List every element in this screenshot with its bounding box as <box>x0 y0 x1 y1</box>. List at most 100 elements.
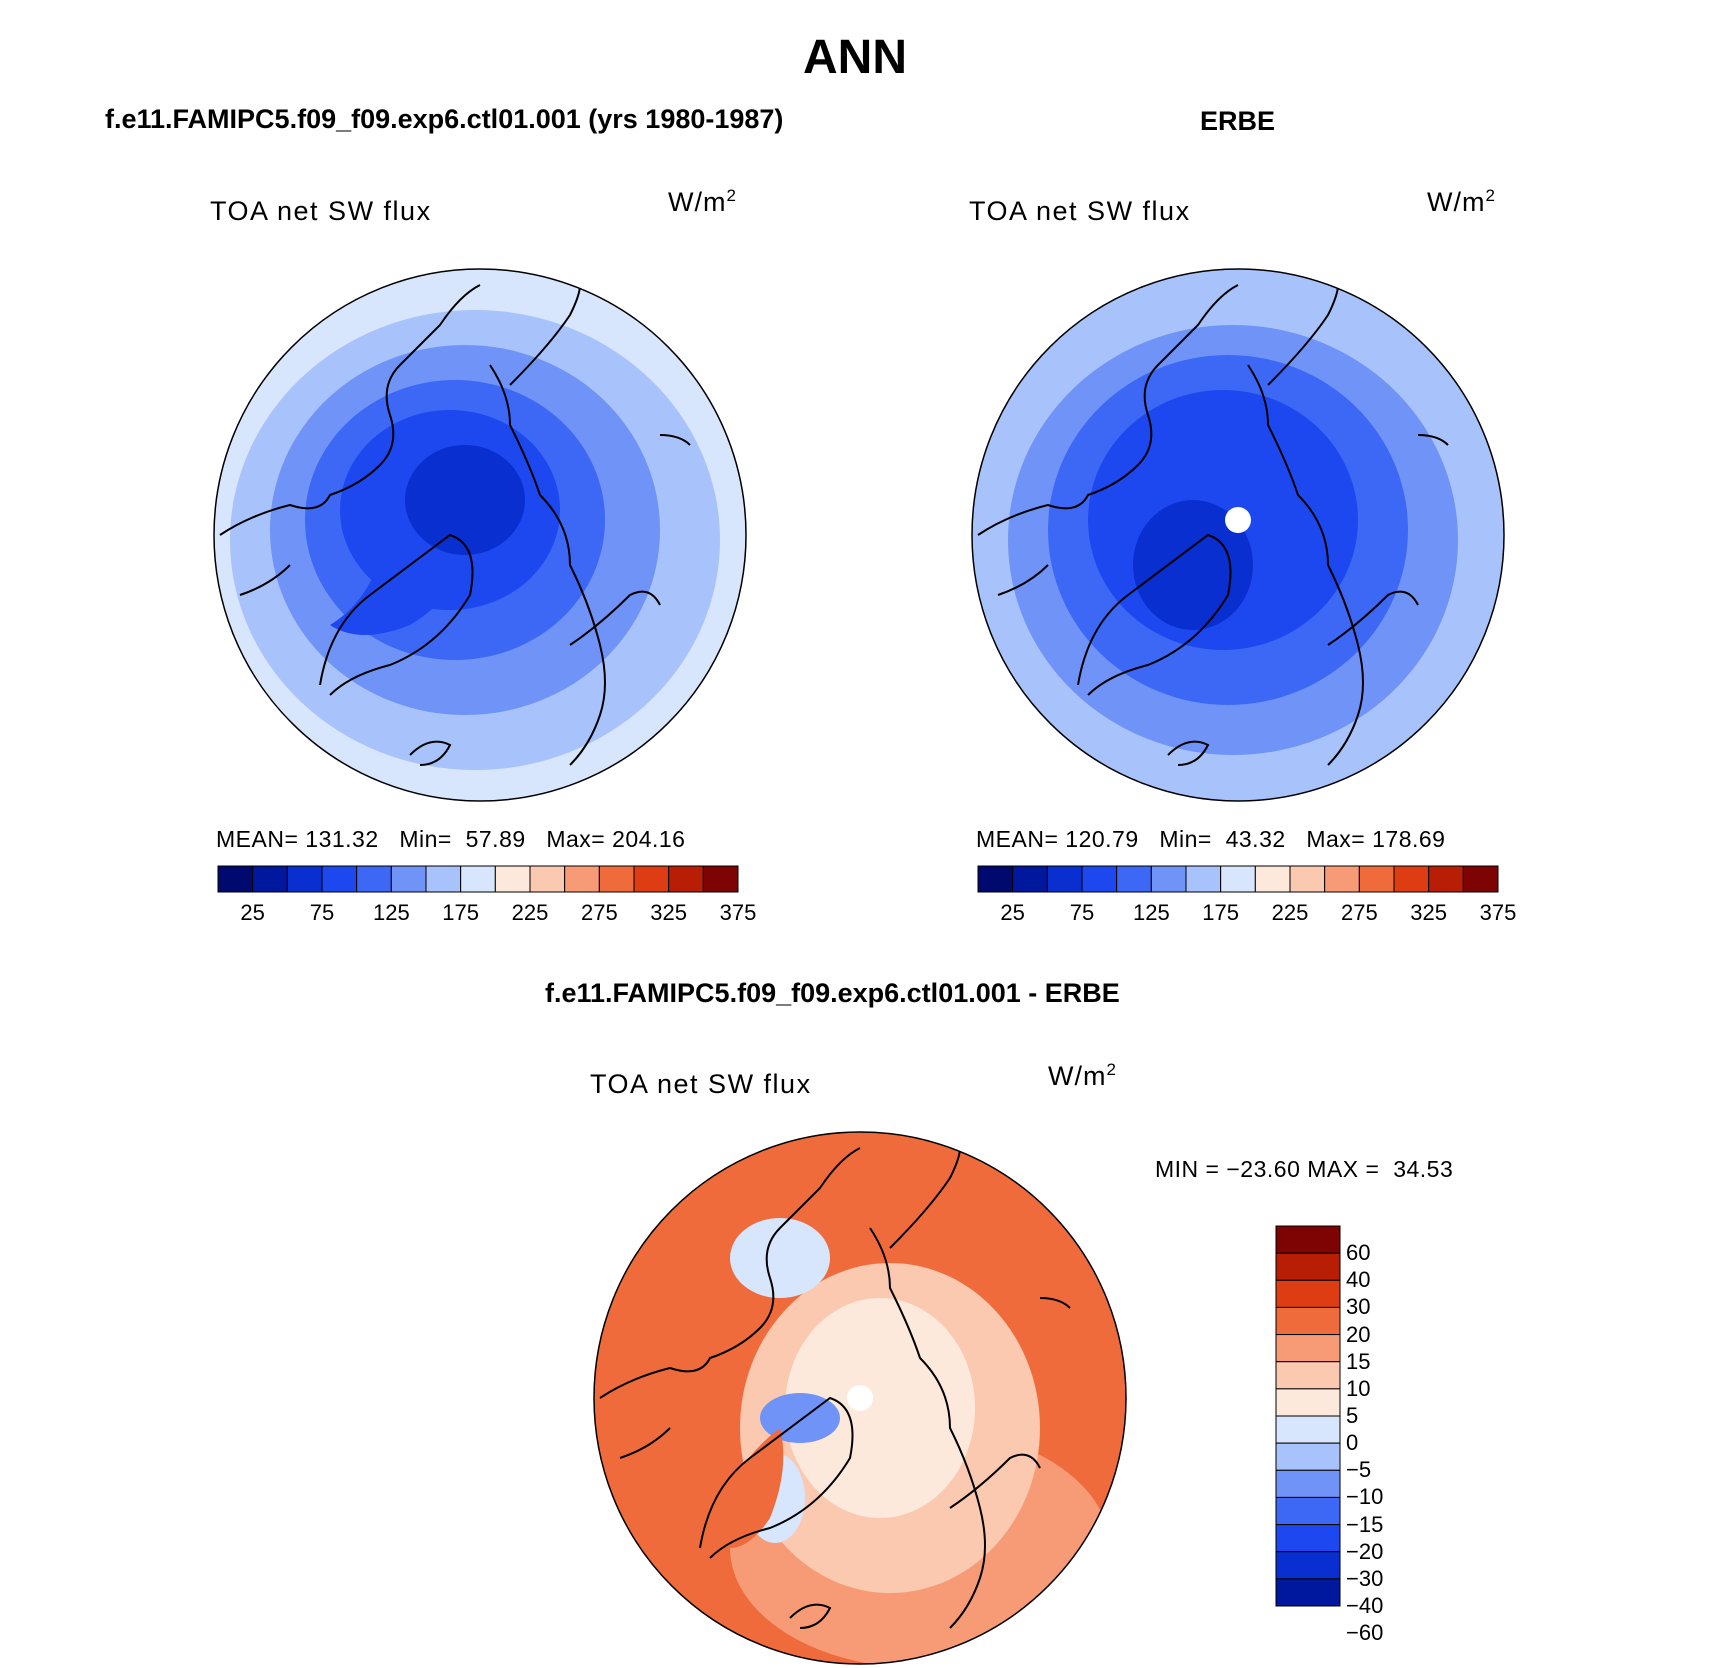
diff-colorbar <box>1275 1225 1341 1607</box>
diff-colorbar-labels: 60 40 30 20 15 10 5 0 −5 −10 −15 −20 −30 −40 −60 <box>1344 1226 1424 1645</box>
model-colorbar-tick: 225 <box>511 900 549 925</box>
diff-colorbar-box <box>1275 1496 1341 1526</box>
diff-colorbar-tick: 40 <box>1346 1267 1371 1293</box>
obs-mean-value: 120.79 <box>1065 826 1139 852</box>
obs-units-label: W/m2 <box>1427 186 1496 218</box>
obs-colorbar-tick: 25 <box>1000 900 1025 925</box>
model-colorbar-box <box>217 865 254 893</box>
obs-polar-map <box>971 268 1505 802</box>
model-mean-value: 131.32 <box>305 826 379 852</box>
model-panel-header: f.e11.FAMIPC5.f09_f09.exp6.ctl01.001 (yr… <box>105 104 784 134</box>
model-polar-map <box>213 268 747 802</box>
obs-colorbar-tick: 375 <box>1479 900 1517 925</box>
model-units-exp: 2 <box>726 186 737 205</box>
model-max-value: 204.16 <box>612 826 686 852</box>
diff-coastlines <box>599 1147 1071 1629</box>
diff-colorbar-tick: 30 <box>1346 1294 1371 1320</box>
model-colorbar-box <box>529 865 566 893</box>
diff-colorbar-tick: −10 <box>1346 1484 1384 1510</box>
model-colorbar-box <box>321 865 358 893</box>
model-colorbar <box>217 865 739 893</box>
obs-min-value: 43.32 <box>1225 826 1286 852</box>
obs-coastlines <box>977 284 1449 766</box>
obs-colorbar-tick: 225 <box>1271 900 1309 925</box>
obs-colorbar-box <box>1046 865 1083 893</box>
obs-colorbar-tick: 275 <box>1340 900 1378 925</box>
obs-max-value: 178.69 <box>1372 826 1446 852</box>
diff-colorbar-box <box>1275 1551 1341 1580</box>
model-colorbar-box <box>460 865 496 893</box>
obs-colorbar-box <box>1393 865 1430 893</box>
obs-colorbar-box <box>1012 865 1048 893</box>
obs-colorbar <box>977 865 1499 893</box>
obs-colorbar-box <box>1428 865 1464 893</box>
model-colorbar-tick: 325 <box>650 900 688 925</box>
obs-colorbar-tick: 325 <box>1410 900 1448 925</box>
obs-colorbar-tick: 125 <box>1132 900 1170 925</box>
diff-colorbar-box <box>1275 1225 1341 1254</box>
model-max-label: Max= <box>546 826 606 852</box>
diff-colorbar-box <box>1275 1524 1341 1553</box>
diff-units-base: W/m <box>1048 1061 1107 1091</box>
model-stats: MEAN= 131.32 Min= 57.89 Max= 204.16 <box>216 826 685 853</box>
diff-pole-hole <box>847 1385 873 1411</box>
obs-max-label: Max= <box>1306 826 1366 852</box>
model-min-label: Min= <box>399 826 452 852</box>
diff-colorbar-tick: −40 <box>1346 1593 1384 1618</box>
obs-colorbar-tick: 175 <box>1202 900 1240 925</box>
obs-colorbar-box <box>977 865 1014 893</box>
model-contour-fill <box>214 269 746 801</box>
diff-colorbar-box <box>1275 1415 1341 1444</box>
diff-colorbar-box <box>1275 1442 1341 1471</box>
obs-colorbar-box <box>1185 865 1222 893</box>
obs-units-base: W/m <box>1427 187 1486 217</box>
diff-colorbar-tick: 20 <box>1346 1321 1371 1347</box>
obs-colorbar-box <box>1220 865 1256 893</box>
diff-colorbar-tick: −20 <box>1346 1538 1384 1564</box>
diff-colorbar-tick: −30 <box>1346 1565 1384 1591</box>
diff-colorbar-tick: −60 <box>1346 1620 1384 1646</box>
diff-colorbar-tick: 5 <box>1346 1403 1359 1428</box>
model-colorbar-box <box>668 865 704 893</box>
model-colorbar-tick: 75 <box>309 900 335 925</box>
diff-colorbar-box <box>1275 1388 1341 1417</box>
obs-colorbar-box <box>1254 865 1291 893</box>
diff-colorbar-tick: 10 <box>1346 1375 1371 1401</box>
model-min-value: 57.89 <box>465 826 526 852</box>
obs-colorbar-labels: 25 75 125 175 225 275 325 375 <box>978 900 1516 930</box>
diff-colorbar-tick: 0 <box>1346 1430 1359 1456</box>
diff-colorbar-tick: −15 <box>1346 1511 1384 1537</box>
obs-colorbar-box <box>1358 865 1395 893</box>
diff-colorbar-box <box>1275 1279 1341 1308</box>
diff-colorbar-box <box>1275 1334 1341 1363</box>
obs-colorbar-box <box>1150 865 1187 893</box>
obs-colorbar-box <box>1116 865 1152 893</box>
obs-min-label: Min= <box>1159 826 1212 852</box>
obs-stats: MEAN= 120.79 Min= 43.32 Max= 178.69 <box>976 826 1445 853</box>
model-colorbar-box <box>390 865 427 893</box>
model-colorbar-box <box>286 865 323 893</box>
obs-map-border <box>971 268 1505 802</box>
diff-colorbar-tick: 15 <box>1346 1348 1371 1374</box>
diff-colorbar-box <box>1275 1361 1341 1390</box>
model-units-base: W/m <box>668 187 727 217</box>
obs-panel-header: ERBE <box>1200 106 1276 136</box>
diff-colorbar-box <box>1275 1578 1341 1607</box>
model-colorbar-tick: 125 <box>372 900 410 925</box>
obs-pole-hole <box>1225 507 1251 533</box>
obs-colorbar-box <box>1081 865 1118 893</box>
model-variable-label: TOA net SW flux <box>210 196 432 226</box>
model-colorbar-box <box>598 865 635 893</box>
obs-units-exp: 2 <box>1485 186 1496 205</box>
diff-units-label: W/m2 <box>1048 1060 1117 1092</box>
model-units-label: W/m2 <box>668 186 737 218</box>
model-colorbar-box <box>633 865 670 893</box>
obs-mean-label: MEAN= <box>976 826 1059 852</box>
obs-variable-label: TOA net SW flux <box>969 196 1191 226</box>
obs-colorbar-box <box>1462 865 1499 893</box>
model-colorbar-box <box>425 865 462 893</box>
model-colorbar-box <box>356 865 392 893</box>
diff-units-exp: 2 <box>1106 1060 1117 1079</box>
diff-colorbar-box <box>1275 1252 1341 1281</box>
diff-panel-header: f.e11.FAMIPC5.f09_f09.exp6.ctl01.001 - E… <box>545 978 1120 1008</box>
